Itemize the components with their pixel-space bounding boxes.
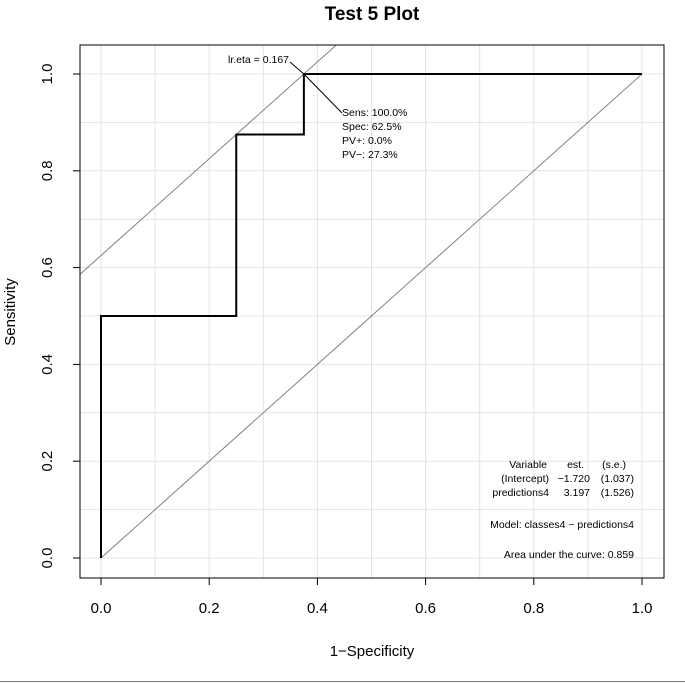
y-tick-label: 0.0 xyxy=(39,548,56,569)
cutoff-leader-stats xyxy=(303,73,343,114)
y-tick-label: 1.0 xyxy=(39,64,56,85)
reference-lines xyxy=(80,45,643,559)
coef-header: (s.e.) xyxy=(602,459,626,471)
reference-line-2 xyxy=(80,45,338,275)
y-tick-label: 0.6 xyxy=(39,257,56,278)
x-tick-label: 0.2 xyxy=(199,600,220,617)
x-tick-label: 0.6 xyxy=(415,600,436,617)
cutoff-stat: PV−: 27.3% xyxy=(342,149,398,161)
coef-header: Variable xyxy=(509,459,547,471)
bottom-divider xyxy=(0,681,685,682)
chart-title: Test 5 Plot xyxy=(325,4,420,25)
coef-cell: predictions4 xyxy=(492,487,549,499)
cutoff-stat: Spec: 62.5% xyxy=(342,121,402,133)
y-axis: 0.0 0.2 0.4 0.6 0.8 1.0 xyxy=(39,64,80,569)
x-axis-title: 1−Specificity xyxy=(330,643,415,660)
reference-line-1 xyxy=(100,73,643,559)
auc-label: Area under the curve: 0.859 xyxy=(504,549,634,561)
x-tick-label: 1.0 xyxy=(632,600,653,617)
cutoff-stat: Sens: 100.0% xyxy=(342,107,407,119)
cutoff-leader-label xyxy=(289,61,305,75)
y-tick-label: 0.4 xyxy=(39,354,56,375)
x-tick-label: 0.0 xyxy=(91,600,112,617)
coef-cell: (Intercept) xyxy=(501,473,549,485)
cutoff-stat: PV+: 0.0% xyxy=(342,135,392,147)
coef-cell: −1.720 xyxy=(558,473,591,485)
coef-cell: (1.526) xyxy=(601,487,634,499)
coef-cell: 3.197 xyxy=(564,487,590,499)
coef-header: est. xyxy=(567,459,584,471)
plot-frame xyxy=(79,44,665,579)
y-tick-label: 0.2 xyxy=(39,451,56,472)
model-summary: Variable est. (s.e.) (Intercept) −1.720 (1.03… xyxy=(490,459,634,561)
cutoff-label: lr.eta = 0.167 xyxy=(228,54,289,66)
x-tick-label: 0.8 xyxy=(523,600,544,617)
cutoff-annotation: lr.eta = 0.167 Sens: 100.0% Spec: 62.5% PV+… xyxy=(228,54,407,161)
y-axis-title: Sensitivity xyxy=(2,278,19,346)
x-tick-label: 0.4 xyxy=(307,600,328,617)
model-formula: Model: classes4 ~ predictions4 xyxy=(490,519,634,531)
y-tick-label: 0.8 xyxy=(39,160,56,181)
coef-cell: (1.037) xyxy=(601,473,634,485)
x-axis: 0.0 0.2 0.4 0.6 0.8 1.0 xyxy=(91,578,653,617)
